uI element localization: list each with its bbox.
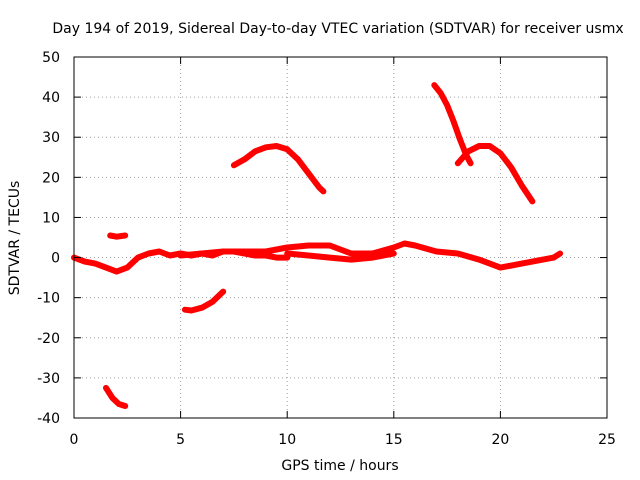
track-arc-c xyxy=(454,143,536,205)
x-tick-label: 15 xyxy=(385,432,403,448)
track-arc-a xyxy=(230,143,327,195)
series-layer xyxy=(71,82,564,409)
tick-layer: 0 5 10 15 20 25 -40 -30 -20 -10 0 10 20 30 40 50 xyxy=(37,50,616,448)
x-tick-label: 5 xyxy=(176,432,185,448)
y-tick-label: 30 xyxy=(42,130,60,146)
x-axis-title: GPS time / hours xyxy=(281,458,398,474)
track-short-c xyxy=(103,384,129,409)
y-tick-label: -10 xyxy=(37,291,60,307)
y-tick-label: 0 xyxy=(51,251,60,267)
y-tick-label: -30 xyxy=(37,371,60,387)
y-tick-label: 50 xyxy=(42,50,60,66)
track-main-c xyxy=(284,250,397,263)
y-tick-label: 20 xyxy=(42,170,60,186)
x-tick-label: 10 xyxy=(278,432,296,448)
track-short-a xyxy=(107,232,129,240)
y-tick-label: -20 xyxy=(37,331,60,347)
grid-layer xyxy=(74,57,607,418)
track-short-b xyxy=(181,288,227,314)
y-axis-title: SDTVAR / TECUs xyxy=(7,181,23,296)
plot-frame xyxy=(73,56,608,419)
chart-title: Day 194 of 2019, Sidereal Day-to-day VTE… xyxy=(52,21,623,37)
x-tick-label: 0 xyxy=(70,432,79,448)
x-tick-label: 25 xyxy=(598,432,616,448)
y-tick-label: 10 xyxy=(42,210,60,226)
y-tick-label: -40 xyxy=(37,411,60,427)
x-tick-label: 20 xyxy=(491,432,509,448)
y-tick-label: 40 xyxy=(42,90,60,106)
track-main-b xyxy=(177,240,564,271)
